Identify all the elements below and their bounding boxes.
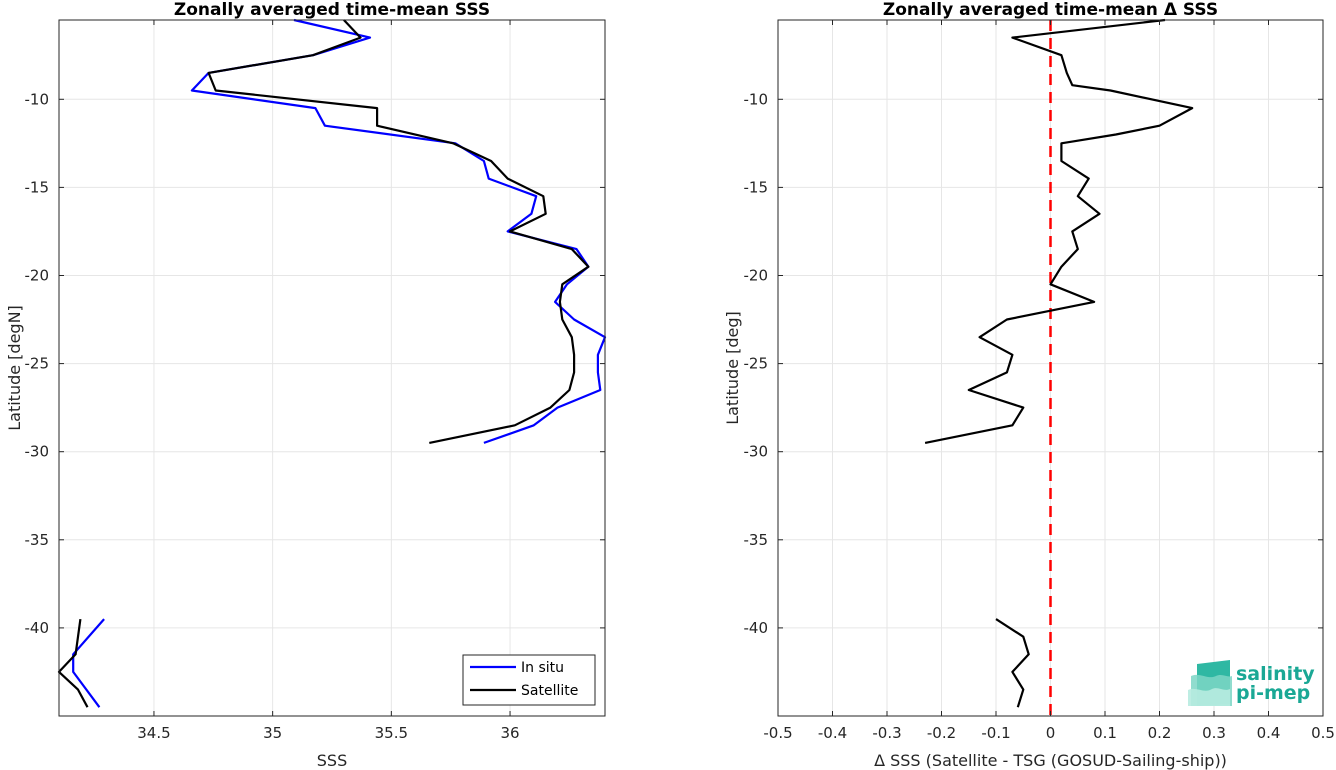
x-tick-label: 0.3 <box>1202 724 1226 742</box>
y-tick-label: -15 <box>744 178 769 196</box>
chart-title-left: Zonally averaged time-mean SSS <box>174 0 490 20</box>
satellite-line-seg-0 <box>207 19 590 444</box>
y-ticks-right: -10 -15 -20 -25 -30 -35 -40 <box>744 90 1323 637</box>
logo-line-2: pi-mep <box>1236 682 1310 704</box>
y-tick-label: -30 <box>744 443 769 461</box>
x-tick-label: -0.5 <box>763 724 792 742</box>
x-tick-label: 0.4 <box>1257 724 1281 742</box>
y-tick-label: -20 <box>744 266 769 284</box>
series-right <box>924 18 1194 708</box>
legend: In situ Satellite <box>462 654 596 706</box>
chart-title-right: Zonally averaged time-mean Δ SSS <box>883 0 1218 20</box>
x-tick-label: 0.2 <box>1148 724 1172 742</box>
y-tick-label: -25 <box>25 355 50 373</box>
x-axis-label-right: Δ SSS (Satellite - TSG (GOSUD-Sailing-sh… <box>874 751 1227 770</box>
x-tick-label: 35 <box>263 724 282 742</box>
x-tick-label: 0.5 <box>1311 724 1335 742</box>
sss-panel: 34.5 35 35.5 36 -10 -15 -20 -25 -30 -35 -40 Zonal… <box>5 0 607 770</box>
logo-line-1: salinity <box>1236 663 1315 685</box>
x-tick-label: -0.4 <box>818 724 847 742</box>
x-tick-label: -0.3 <box>872 724 901 742</box>
x-tick-label: 36 <box>500 724 519 742</box>
legend-label-in-situ: In situ <box>521 660 564 676</box>
x-tick-label: 0 <box>1046 724 1056 742</box>
x-tick-label: 34.5 <box>137 724 170 742</box>
delta-sss-panel: -0.5 -0.4 -0.3 -0.2 -0.1 0 0.1 0.2 0.3 0.4 0.5 -10… <box>723 0 1335 770</box>
x-ticks-left: 34.5 35 35.5 36 <box>137 20 520 742</box>
y-tick-label: -35 <box>25 531 50 549</box>
y-tick-label: -35 <box>744 531 769 549</box>
x-tick-label: 35.5 <box>375 724 408 742</box>
in-situ-line-seg-1 <box>72 618 105 708</box>
x-axis-label-left: SSS <box>317 751 347 770</box>
x-tick-label: 0.1 <box>1093 724 1117 742</box>
y-tick-label: -40 <box>25 619 50 637</box>
y-ticks-left: -10 -15 -20 -25 -30 -35 -40 <box>25 90 605 637</box>
axes-frame-left <box>58 19 606 717</box>
x-tick-label: -0.2 <box>927 724 956 742</box>
x-ticks-right: -0.5 -0.4 -0.3 -0.2 -0.1 0 0.1 0.2 0.3 0.4 0.5 <box>763 20 1335 742</box>
y-tick-label: -10 <box>25 90 50 108</box>
y-tick-label: -10 <box>744 90 769 108</box>
grid-left <box>59 20 605 716</box>
series-left <box>57 18 607 708</box>
legend-box <box>462 654 596 706</box>
y-axis-label-right: Latitude [deg] <box>723 311 742 425</box>
wave-logo-icon <box>1188 660 1232 706</box>
legend-label-satellite: Satellite <box>521 683 578 699</box>
delta-line-seg-0 <box>924 18 1194 444</box>
y-tick-label: -40 <box>744 619 769 637</box>
y-tick-label: -15 <box>25 178 50 196</box>
salinity-pi-mep-logo: salinity pi-mep <box>1188 660 1315 706</box>
in-situ-line-seg-0 <box>190 18 607 444</box>
delta-line-seg-1 <box>995 618 1030 708</box>
y-tick-label: -30 <box>25 443 50 461</box>
y-axis-label-left: Latitude [degN] <box>5 305 24 431</box>
x-tick-label: -0.1 <box>981 724 1010 742</box>
y-tick-label: -20 <box>25 266 50 284</box>
y-tick-label: -25 <box>744 355 769 373</box>
